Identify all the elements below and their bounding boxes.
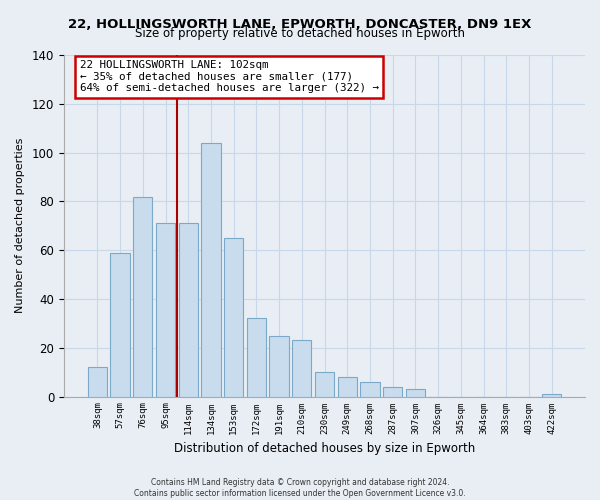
Bar — [156, 224, 175, 396]
Bar — [224, 238, 244, 396]
Bar — [269, 336, 289, 396]
Bar — [406, 389, 425, 396]
Bar — [247, 318, 266, 396]
X-axis label: Distribution of detached houses by size in Epworth: Distribution of detached houses by size … — [174, 442, 475, 455]
Bar — [179, 224, 198, 396]
Bar — [110, 252, 130, 396]
Bar — [315, 372, 334, 396]
Text: 22 HOLLINGSWORTH LANE: 102sqm
← 35% of detached houses are smaller (177)
64% of : 22 HOLLINGSWORTH LANE: 102sqm ← 35% of d… — [80, 60, 379, 94]
Text: Contains HM Land Registry data © Crown copyright and database right 2024.
Contai: Contains HM Land Registry data © Crown c… — [134, 478, 466, 498]
Bar — [360, 382, 380, 396]
Y-axis label: Number of detached properties: Number of detached properties — [15, 138, 25, 314]
Bar — [338, 377, 357, 396]
Text: Size of property relative to detached houses in Epworth: Size of property relative to detached ho… — [135, 28, 465, 40]
Bar — [201, 143, 221, 397]
Bar — [88, 368, 107, 396]
Bar — [542, 394, 562, 396]
Bar — [133, 196, 152, 396]
Text: 22, HOLLINGSWORTH LANE, EPWORTH, DONCASTER, DN9 1EX: 22, HOLLINGSWORTH LANE, EPWORTH, DONCAST… — [68, 18, 532, 30]
Bar — [292, 340, 311, 396]
Bar — [383, 387, 403, 396]
